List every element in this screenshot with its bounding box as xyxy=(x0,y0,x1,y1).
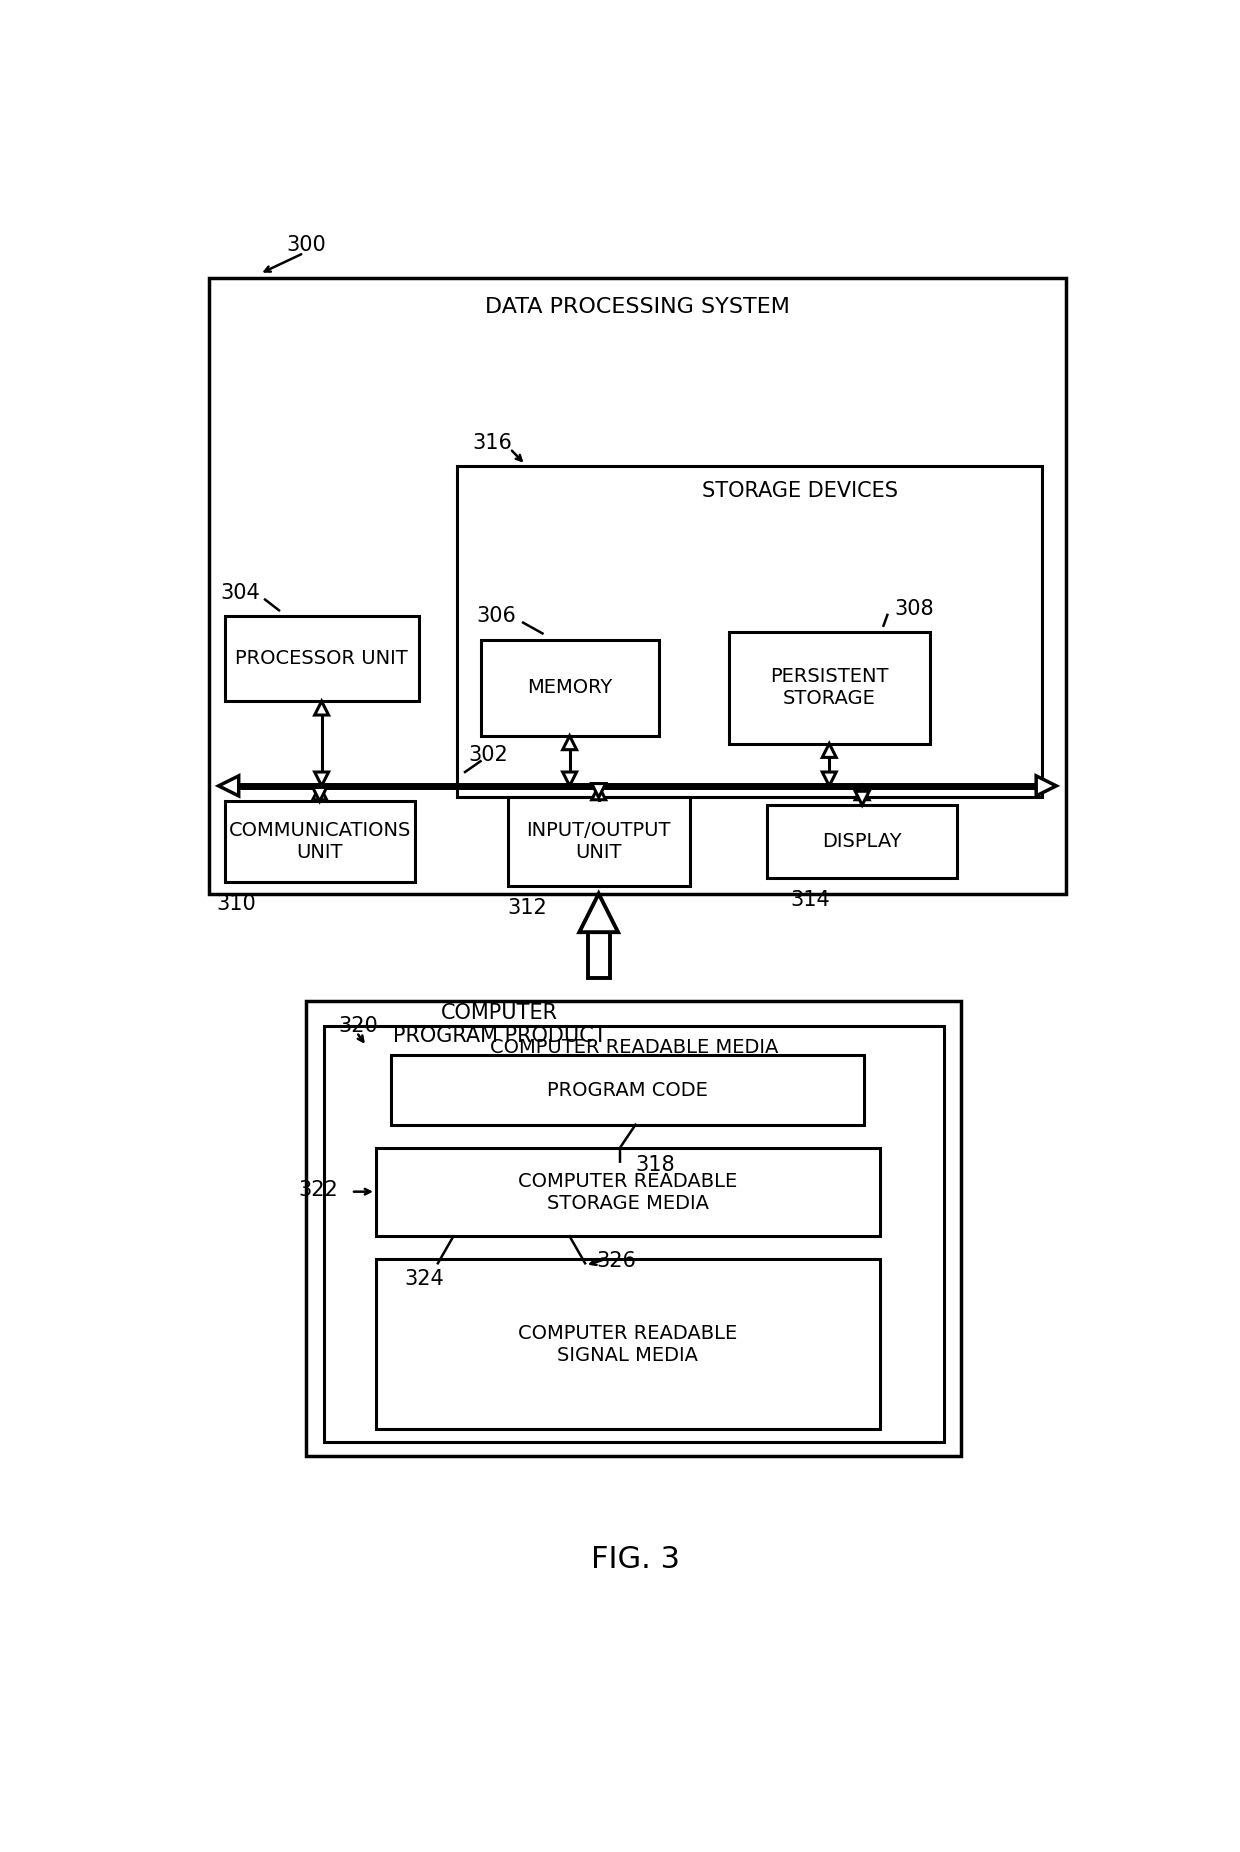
Polygon shape xyxy=(856,791,869,806)
Polygon shape xyxy=(591,785,605,800)
Polygon shape xyxy=(481,639,658,735)
Polygon shape xyxy=(729,632,930,743)
Polygon shape xyxy=(224,802,414,882)
Polygon shape xyxy=(306,1002,961,1456)
Polygon shape xyxy=(1037,776,1056,796)
Polygon shape xyxy=(822,772,836,785)
Text: INPUT/OUTPUT
UNIT: INPUT/OUTPUT UNIT xyxy=(527,820,671,863)
Polygon shape xyxy=(376,1148,879,1237)
Text: 310: 310 xyxy=(217,895,257,913)
Text: DISPLAY: DISPLAY xyxy=(822,832,901,852)
Polygon shape xyxy=(218,776,238,796)
Polygon shape xyxy=(210,278,1065,895)
Text: STORAGE DEVICES: STORAGE DEVICES xyxy=(702,482,898,502)
Text: 308: 308 xyxy=(895,598,934,619)
Polygon shape xyxy=(588,932,610,978)
Text: MEMORY: MEMORY xyxy=(527,678,613,696)
Text: 324: 324 xyxy=(404,1269,444,1289)
Text: PERSISTENT
STORAGE: PERSISTENT STORAGE xyxy=(770,667,889,707)
Text: 312: 312 xyxy=(507,898,547,917)
Text: 322: 322 xyxy=(298,1180,337,1200)
Text: FIG. 3: FIG. 3 xyxy=(591,1545,680,1574)
Text: 300: 300 xyxy=(286,235,326,256)
Polygon shape xyxy=(315,702,329,715)
Text: COMPUTER READABLE
STORAGE MEDIA: COMPUTER READABLE STORAGE MEDIA xyxy=(518,1172,738,1213)
Polygon shape xyxy=(563,735,577,750)
Text: 302: 302 xyxy=(469,745,508,765)
Text: COMMUNICATIONS
UNIT: COMMUNICATIONS UNIT xyxy=(228,820,410,863)
Polygon shape xyxy=(856,785,869,800)
Polygon shape xyxy=(579,895,618,932)
Polygon shape xyxy=(315,772,329,785)
Polygon shape xyxy=(392,1056,864,1124)
Text: DATA PROCESSING SYSTEM: DATA PROCESSING SYSTEM xyxy=(485,296,790,317)
Polygon shape xyxy=(376,1259,879,1430)
Polygon shape xyxy=(822,743,836,757)
Text: 320: 320 xyxy=(339,1017,378,1035)
Polygon shape xyxy=(563,772,577,785)
Polygon shape xyxy=(312,785,326,800)
Text: 318: 318 xyxy=(635,1154,675,1174)
Polygon shape xyxy=(768,806,957,878)
Polygon shape xyxy=(458,467,1043,798)
Text: PROGRAM CODE: PROGRAM CODE xyxy=(547,1080,708,1100)
Polygon shape xyxy=(224,617,419,702)
Polygon shape xyxy=(312,787,326,802)
Polygon shape xyxy=(507,798,689,885)
Text: PROCESSOR UNIT: PROCESSOR UNIT xyxy=(236,650,408,669)
Polygon shape xyxy=(324,1026,944,1443)
Text: 316: 316 xyxy=(472,433,512,454)
Text: 314: 314 xyxy=(790,889,830,909)
Text: COMPUTER READABLE
SIGNAL MEDIA: COMPUTER READABLE SIGNAL MEDIA xyxy=(518,1324,738,1365)
Text: 304: 304 xyxy=(221,583,260,604)
Text: COMPUTER
PROGRAM PRODUCT: COMPUTER PROGRAM PRODUCT xyxy=(393,1004,606,1046)
Text: 306: 306 xyxy=(476,606,516,626)
Text: COMPUTER READABLE MEDIA: COMPUTER READABLE MEDIA xyxy=(490,1039,779,1057)
Polygon shape xyxy=(591,783,605,798)
Text: 326: 326 xyxy=(596,1250,636,1270)
